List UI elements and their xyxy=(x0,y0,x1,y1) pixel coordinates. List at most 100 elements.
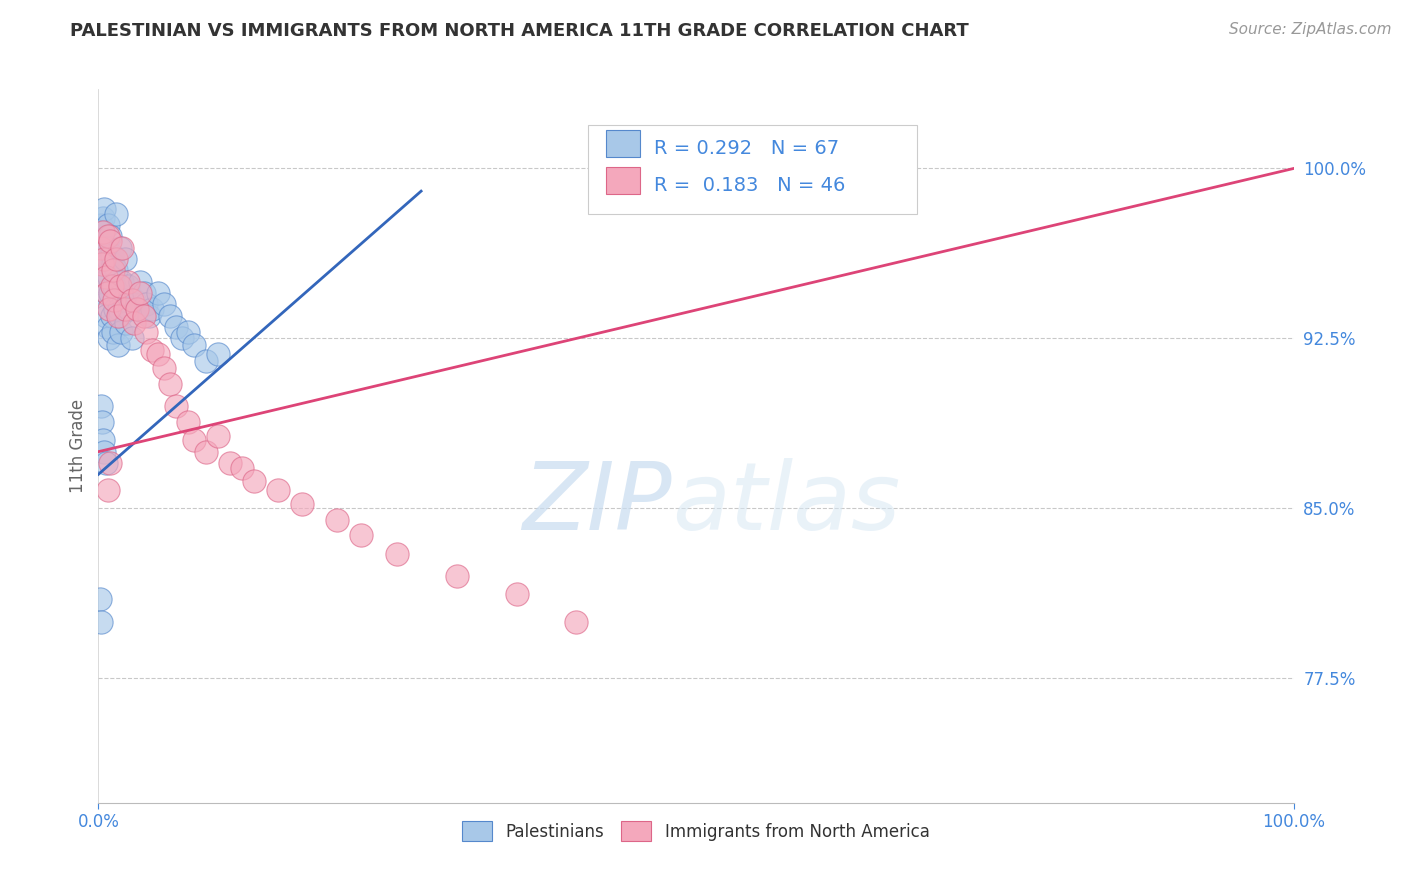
Point xyxy=(159,376,181,391)
Point xyxy=(97,252,120,266)
Point xyxy=(93,275,115,289)
Point xyxy=(172,331,194,345)
Point xyxy=(141,343,163,357)
Text: atlas: atlas xyxy=(672,458,900,549)
Point xyxy=(94,456,117,470)
Point xyxy=(91,415,114,429)
Point xyxy=(90,241,112,255)
Point xyxy=(219,456,242,470)
Point xyxy=(135,297,157,311)
Point xyxy=(267,483,290,498)
Point xyxy=(100,247,122,261)
Point xyxy=(117,275,139,289)
Point xyxy=(94,241,117,255)
Point xyxy=(101,257,124,271)
Point xyxy=(94,270,117,285)
Text: ZIP: ZIP xyxy=(523,458,672,549)
Point xyxy=(93,252,115,266)
Text: R = 0.292   N = 67: R = 0.292 N = 67 xyxy=(654,139,839,158)
Point xyxy=(115,316,138,330)
Point xyxy=(93,297,115,311)
Point xyxy=(89,229,111,244)
Point xyxy=(105,207,128,221)
Text: Source: ZipAtlas.com: Source: ZipAtlas.com xyxy=(1229,22,1392,37)
Point xyxy=(101,325,124,339)
Point xyxy=(207,347,229,361)
Point xyxy=(110,325,132,339)
Point xyxy=(118,301,141,316)
Point xyxy=(446,569,468,583)
Point xyxy=(141,301,163,316)
Point xyxy=(96,286,118,301)
Point xyxy=(350,528,373,542)
Point xyxy=(177,325,200,339)
Point xyxy=(183,434,205,448)
Point xyxy=(114,252,136,266)
Point xyxy=(112,293,135,307)
Point xyxy=(98,301,121,316)
Point xyxy=(91,263,114,277)
Point xyxy=(207,429,229,443)
Point xyxy=(326,513,349,527)
Point xyxy=(94,309,117,323)
Point xyxy=(125,301,148,316)
Point xyxy=(565,615,588,629)
Point xyxy=(90,241,112,255)
Point xyxy=(124,293,146,307)
Point xyxy=(111,275,134,289)
Point xyxy=(121,331,143,345)
Point xyxy=(96,257,118,271)
Point xyxy=(89,591,111,606)
Point xyxy=(98,270,121,285)
Point xyxy=(98,331,121,345)
Point xyxy=(105,252,128,266)
Point xyxy=(91,286,114,301)
Point xyxy=(97,483,120,498)
Point xyxy=(138,309,160,323)
Point xyxy=(98,456,122,470)
Point xyxy=(104,301,127,316)
Point xyxy=(243,474,266,488)
Point xyxy=(183,338,205,352)
Point xyxy=(506,587,529,601)
Point xyxy=(93,202,115,217)
Point xyxy=(385,547,409,561)
Point xyxy=(108,241,131,255)
Point xyxy=(124,316,146,330)
Point xyxy=(107,301,129,316)
Point xyxy=(165,400,187,414)
Point xyxy=(98,286,122,301)
Point xyxy=(135,325,157,339)
Point xyxy=(91,257,114,271)
Point xyxy=(108,279,131,293)
Point xyxy=(91,211,114,226)
Point xyxy=(114,301,136,316)
Point xyxy=(91,225,114,239)
Point xyxy=(148,286,170,301)
Point xyxy=(91,225,114,239)
Point xyxy=(91,234,114,248)
Point xyxy=(165,320,187,334)
Point xyxy=(231,460,253,475)
Point xyxy=(103,279,125,293)
Point xyxy=(90,615,112,629)
Point xyxy=(97,229,120,244)
Point xyxy=(100,309,122,323)
Point xyxy=(90,218,112,232)
Point xyxy=(103,293,125,307)
Point xyxy=(107,309,129,323)
Point xyxy=(100,279,122,293)
Point xyxy=(105,263,128,277)
Point xyxy=(91,434,114,448)
Y-axis label: 11th Grade: 11th Grade xyxy=(69,399,87,493)
Point xyxy=(91,252,114,266)
Point xyxy=(90,400,112,414)
Point xyxy=(121,293,143,307)
Point xyxy=(98,234,122,248)
Point xyxy=(101,263,124,277)
Point xyxy=(117,279,139,293)
Point xyxy=(125,301,148,316)
Point xyxy=(132,286,155,301)
Legend: Palestinians, Immigrants from North America: Palestinians, Immigrants from North Amer… xyxy=(456,814,936,848)
FancyBboxPatch shape xyxy=(606,167,640,194)
